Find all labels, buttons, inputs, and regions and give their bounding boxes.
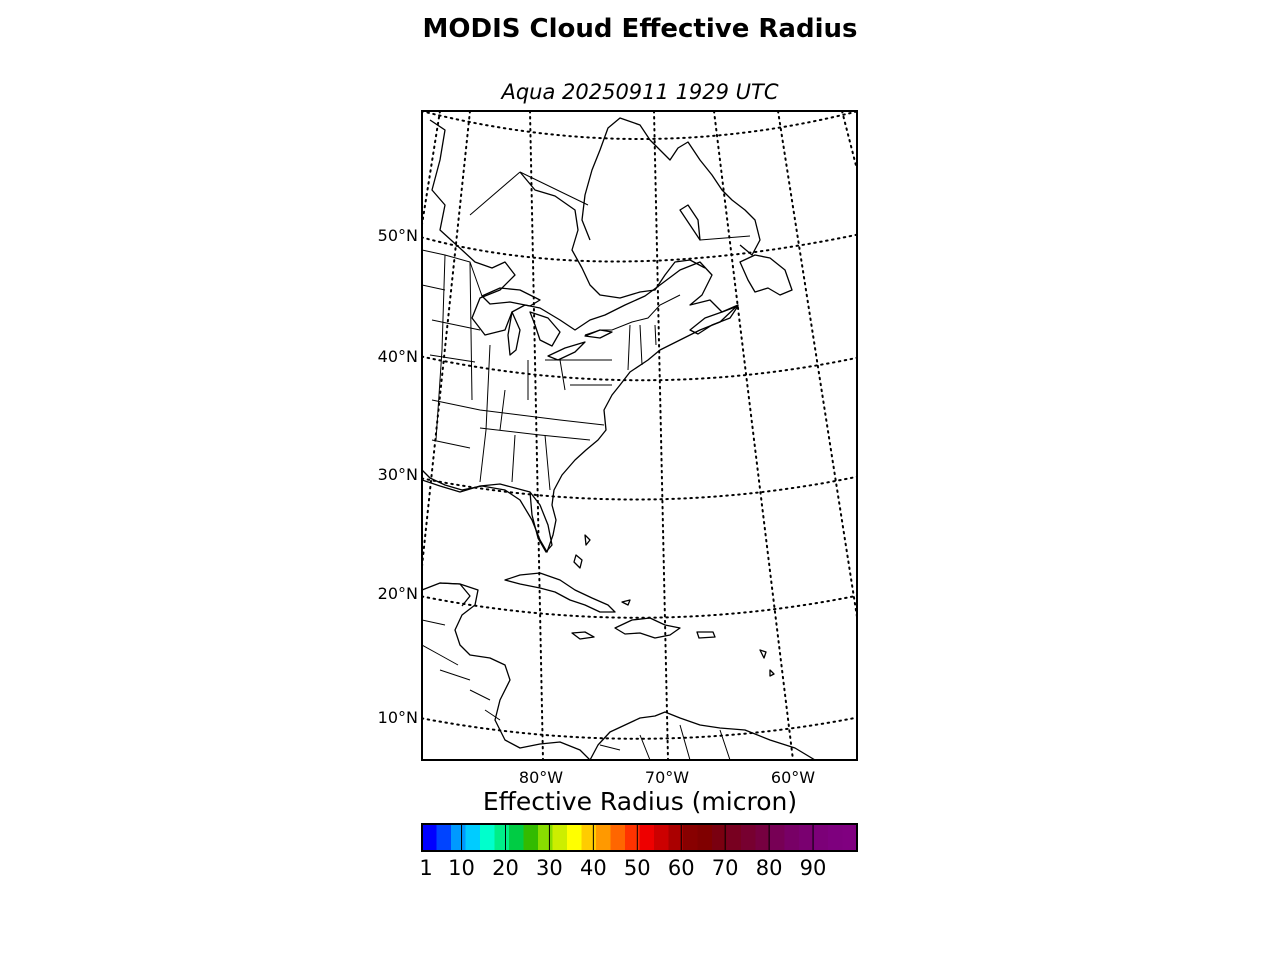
coastline-yucatan bbox=[439, 582, 471, 607]
colorbar-tick-label: 50 bbox=[623, 856, 651, 880]
colorbar-tick-label: 30 bbox=[536, 856, 563, 880]
border-states-h1 bbox=[422, 284, 605, 426]
colorbar-tick-label: 40 bbox=[579, 856, 607, 880]
coastline-lesser-antilles bbox=[759, 649, 775, 677]
border-mexico-us bbox=[422, 469, 431, 479]
colorbar-swatch bbox=[494, 824, 510, 851]
colorbar-label: Effective Radius (micron) bbox=[482, 787, 798, 816]
parallel-50n bbox=[422, 233, 857, 263]
colorbar-swatch bbox=[741, 824, 757, 851]
meridian-90w bbox=[422, 111, 471, 576]
colorbar-swatch bbox=[770, 824, 786, 851]
coastline-central-america bbox=[422, 582, 591, 760]
colorbar-swatch bbox=[509, 824, 525, 851]
coastline-hispaniola bbox=[614, 617, 681, 639]
border-states-h2 bbox=[431, 359, 612, 449]
colorbar-swatch bbox=[813, 824, 829, 851]
lat-label-30n: 30°N bbox=[378, 465, 418, 484]
colorbar-swatch bbox=[567, 824, 583, 851]
lake-erie bbox=[547, 341, 586, 361]
colorbar-swatch bbox=[799, 824, 815, 851]
coastline-florida bbox=[529, 491, 553, 553]
lon-label-80w: 80°W bbox=[519, 768, 563, 787]
political-borders bbox=[422, 171, 751, 760]
colorbar-tick-label: 1 bbox=[419, 856, 433, 880]
coastline-cuba bbox=[504, 572, 616, 613]
lon-label-60w: 60°W bbox=[771, 768, 815, 787]
colorbar-swatch bbox=[581, 824, 597, 851]
map-background bbox=[422, 111, 857, 760]
coastline-bahamas bbox=[573, 534, 631, 606]
coastline-newfoundland bbox=[739, 254, 793, 296]
coastline-hudson-bay bbox=[519, 171, 706, 299]
colorbar-swatch bbox=[784, 824, 800, 851]
colorbar-swatch bbox=[712, 824, 728, 851]
colorbar-swatch bbox=[625, 824, 641, 851]
colorbar-swatch bbox=[480, 824, 496, 851]
colorbar-tick-label: 20 bbox=[492, 856, 519, 880]
meridian-60w bbox=[713, 111, 794, 760]
parallel-gridlines bbox=[422, 111, 857, 740]
colorbar-swatch bbox=[538, 824, 554, 851]
lake-superior bbox=[481, 287, 541, 307]
figure-title: MODIS Cloud Effective Radius bbox=[422, 14, 858, 44]
lon-label-70w: 70°W bbox=[645, 768, 689, 787]
colorbar-swatch bbox=[451, 824, 467, 851]
coastline-puerto-rico bbox=[696, 631, 716, 639]
meridian-100w bbox=[422, 111, 441, 231]
lat-label-20n: 20°N bbox=[378, 584, 418, 603]
coastline-nova-scotia bbox=[689, 305, 739, 335]
colorbar-tick-label: 90 bbox=[799, 856, 827, 880]
colorbar-swatch bbox=[639, 824, 655, 851]
colorbar-swatch bbox=[552, 824, 568, 851]
border-us-canada bbox=[422, 249, 681, 336]
colorbar-tick-label: 70 bbox=[711, 856, 739, 880]
lat-label-40n: 40°N bbox=[378, 347, 418, 366]
colorbar-swatch bbox=[842, 824, 858, 851]
colorbar-tick-label: 80 bbox=[755, 856, 783, 880]
colorbar-frame bbox=[421, 823, 858, 852]
coastlines bbox=[422, 117, 816, 760]
coastline-jamaica bbox=[571, 631, 595, 640]
map-content bbox=[422, 111, 857, 760]
colorbar-swatch bbox=[610, 824, 626, 851]
colorbar-swatch bbox=[755, 824, 771, 851]
border-central-america bbox=[422, 619, 731, 760]
parallel-60n bbox=[422, 111, 857, 140]
coastline-labrador bbox=[679, 204, 701, 241]
lat-label-50n: 50°N bbox=[378, 226, 418, 245]
colorbar-swatch bbox=[668, 824, 684, 851]
colorbar-swatch bbox=[465, 824, 481, 851]
colorbar-swatch bbox=[523, 824, 539, 851]
colorbar-swatch bbox=[726, 824, 742, 851]
coastline-north-america bbox=[422, 119, 739, 553]
figure-subtitle: Aqua 20250911 1929 UTC bbox=[501, 80, 779, 104]
colorbar bbox=[422, 824, 858, 851]
colorbar-swatch bbox=[436, 824, 452, 851]
coastline-south-america bbox=[589, 711, 816, 760]
colorbar-tick-label: 60 bbox=[667, 856, 695, 880]
colorbar-swatch bbox=[654, 824, 670, 851]
colorbar-swatch bbox=[683, 824, 699, 851]
coastline-gulf bbox=[422, 479, 531, 493]
colorbar-swatch bbox=[828, 824, 844, 851]
lake-huron bbox=[529, 311, 561, 347]
colorbar-swatch bbox=[697, 824, 713, 851]
lake-michigan bbox=[507, 311, 521, 356]
border-canada-provinces bbox=[469, 171, 751, 241]
colorbar-swatch bbox=[596, 824, 612, 851]
lat-label-10n: 10°N bbox=[378, 708, 418, 727]
map-frame bbox=[421, 110, 858, 761]
border-states-v2 bbox=[527, 324, 657, 491]
colorbar-swatch bbox=[422, 824, 438, 851]
meridian-70w bbox=[653, 111, 669, 760]
border-states-v1 bbox=[435, 254, 516, 483]
coastline-james-bay bbox=[581, 117, 761, 256]
colorbar-tick-label: 10 bbox=[448, 856, 475, 880]
meridian-80w bbox=[529, 111, 544, 760]
